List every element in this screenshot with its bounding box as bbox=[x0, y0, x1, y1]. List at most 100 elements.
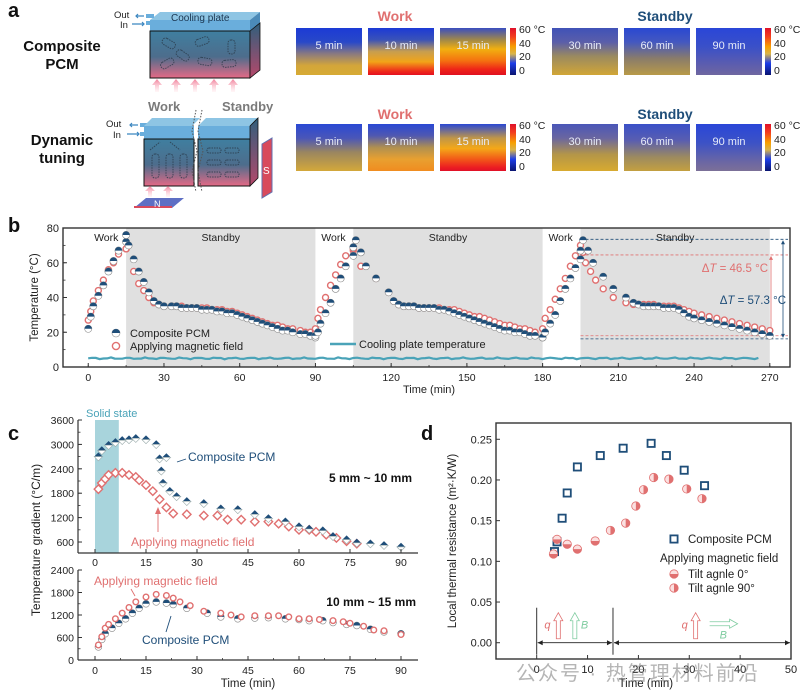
arrowhead-icon bbox=[613, 640, 619, 646]
data-point bbox=[295, 615, 303, 623]
data-point-fill bbox=[155, 300, 163, 305]
data-point-fill bbox=[455, 311, 463, 315]
delta-t-arrowhead-icon bbox=[781, 333, 785, 338]
legend-label-composite-pcm: Composite PCM bbox=[130, 328, 210, 340]
panel-c-letter: c bbox=[8, 423, 19, 445]
data-point bbox=[236, 514, 247, 525]
annotation-pointer bbox=[130, 588, 136, 597]
x-tick-label: 120 bbox=[382, 372, 400, 384]
colorbar-tick-label: 60 °C bbox=[774, 24, 801, 36]
data-point bbox=[328, 532, 338, 537]
x-tick-label: 150 bbox=[458, 372, 476, 384]
colorbar-tick-label: 0 bbox=[519, 160, 525, 173]
data-point bbox=[125, 604, 133, 612]
y-axis-label: Temperature gradient (°C/m) bbox=[29, 464, 43, 616]
y-tick-label: 0.10 bbox=[471, 556, 492, 568]
colorbar-work-row2 bbox=[510, 124, 516, 171]
thermal-image-standby-row2: 60 min bbox=[624, 124, 690, 171]
data-point-fill bbox=[124, 439, 134, 445]
data-point bbox=[315, 616, 323, 624]
magnetic-field-arrow-icon bbox=[709, 618, 739, 629]
thermal-image-time-label: 30 min bbox=[568, 40, 602, 52]
data-point-fill bbox=[460, 313, 468, 317]
data-point bbox=[169, 594, 177, 602]
x-tick-label: 40 bbox=[734, 664, 746, 676]
data-point-fill bbox=[122, 238, 130, 242]
thermal-image-work-row2: 10 min bbox=[368, 124, 434, 171]
magnet-s: S bbox=[261, 137, 273, 199]
x-tick-label: 0 bbox=[534, 664, 540, 676]
data-point bbox=[111, 438, 120, 443]
annotation-pointer bbox=[165, 615, 172, 633]
data-point-fill bbox=[109, 257, 118, 262]
data-point-fill bbox=[150, 297, 158, 301]
data-point-fill bbox=[629, 299, 638, 303]
out-arrow-icon bbox=[129, 122, 138, 128]
data-point-fill bbox=[349, 252, 357, 256]
schematic-work-label: Work bbox=[148, 99, 181, 114]
data-point bbox=[599, 285, 607, 293]
data-point bbox=[571, 252, 580, 260]
x-tick-label: 10 bbox=[581, 664, 593, 676]
data-point bbox=[305, 524, 314, 530]
x-tick-label: 20 bbox=[632, 664, 644, 676]
colorbar-tick-label: 60 °C bbox=[774, 120, 801, 132]
data-point-fill bbox=[181, 501, 192, 506]
thermal-image-time-label: 60 min bbox=[640, 136, 674, 148]
data-point bbox=[182, 497, 191, 502]
data-point-fill bbox=[141, 439, 151, 445]
x-tick-label: 60 bbox=[293, 557, 305, 569]
data-point-fill bbox=[351, 542, 362, 548]
delta-t-label: ΔT = 46.5 °C bbox=[702, 263, 768, 275]
data-point-fill bbox=[440, 306, 448, 310]
x-tick-label: 50 bbox=[785, 664, 797, 676]
data-point-fill bbox=[751, 328, 759, 333]
data-point bbox=[396, 542, 406, 547]
data-point-fill bbox=[561, 285, 569, 289]
thermal-image-work-row2: 5 min bbox=[296, 124, 362, 171]
data-point-fill bbox=[634, 300, 643, 305]
data-point bbox=[94, 641, 102, 649]
data-point-fill bbox=[531, 332, 539, 336]
data-point bbox=[105, 620, 113, 628]
data-point-fill bbox=[273, 325, 282, 329]
data-point-fill bbox=[228, 309, 236, 314]
data-point bbox=[227, 611, 235, 619]
y-tick-label: 80 bbox=[47, 223, 59, 235]
data-point bbox=[326, 281, 335, 290]
data-point-fill bbox=[122, 231, 130, 235]
data-point-fill bbox=[94, 292, 102, 296]
phase-label-work: Work bbox=[94, 232, 119, 244]
cooling-plate-label: Cooling plate bbox=[171, 13, 230, 24]
x-tick-label: 210 bbox=[610, 372, 628, 384]
y-tick-label: 20 bbox=[47, 327, 59, 339]
y-tick-label: 0.05 bbox=[471, 597, 492, 609]
phase-label-work: Work bbox=[321, 232, 346, 244]
row-label-line1: Dynamic bbox=[30, 132, 94, 149]
y-tick-label: 0.20 bbox=[471, 475, 492, 487]
colorbar-tick-label: 20 bbox=[519, 147, 531, 159]
data-point-fill bbox=[248, 316, 256, 321]
data-point-fill bbox=[218, 307, 226, 312]
y-tick-label: 1200 bbox=[51, 610, 75, 622]
data-point-fill bbox=[720, 321, 728, 326]
data-point bbox=[661, 451, 671, 461]
data-point bbox=[217, 609, 225, 617]
data-point-fill bbox=[599, 273, 607, 277]
data-point-fill bbox=[114, 246, 123, 251]
data-point-fill bbox=[208, 306, 216, 310]
range-label-10-15mm: 10 mm ~ 15 mm bbox=[326, 595, 416, 609]
data-point bbox=[199, 499, 208, 504]
data-point bbox=[318, 526, 327, 531]
data-point-fill bbox=[549, 554, 558, 559]
y-tick-label: 0.00 bbox=[471, 638, 492, 650]
colorbar-tick-label: 0 bbox=[774, 64, 780, 77]
data-point-fill bbox=[172, 302, 181, 307]
data-point bbox=[397, 631, 405, 639]
x-tick-label: 0 bbox=[85, 372, 91, 384]
data-point bbox=[541, 314, 549, 323]
data-point-fill bbox=[103, 444, 114, 450]
work-title-row2: Work bbox=[377, 106, 413, 122]
data-point bbox=[181, 509, 192, 520]
data-point bbox=[154, 494, 165, 505]
